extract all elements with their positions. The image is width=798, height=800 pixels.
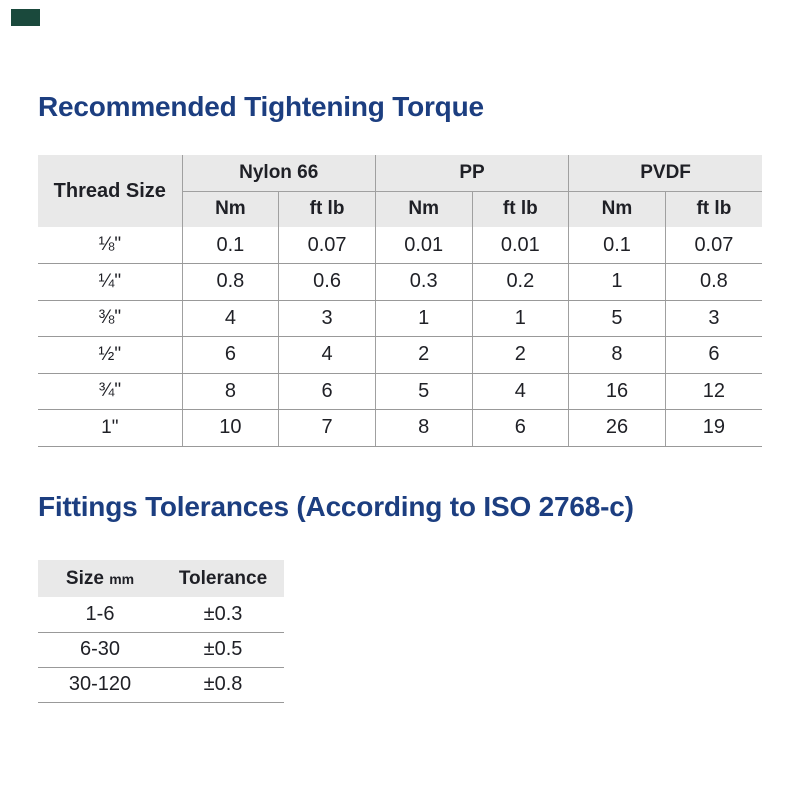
group-header-pvdf: PVDF <box>568 155 762 192</box>
thread-size-cell: ¼" <box>38 263 183 301</box>
tolerance-cell: ±0.3 <box>162 597 284 633</box>
unit-header-pvdf-ftlb: ft lb <box>665 191 762 227</box>
table-cell: 2 <box>472 336 570 374</box>
table-cell: 0.3 <box>375 263 473 301</box>
table-cell: 4 <box>278 336 376 374</box>
table-cell: 12 <box>665 373 762 410</box>
table-row: ¾" 8 6 5 4 16 12 <box>38 373 762 410</box>
table-cell: 0.6 <box>278 263 376 301</box>
table-row: ½" 6 4 2 2 8 6 <box>38 336 762 374</box>
table-cell: 3 <box>665 300 762 337</box>
group-header-pp: PP <box>375 155 570 192</box>
table-row: ¼" 0.8 0.6 0.3 0.2 1 0.8 <box>38 263 762 301</box>
torque-table: Thread Size Nylon 66 PP PVDF Nm ft lb Nm… <box>38 155 762 447</box>
brand-color-swatch <box>11 9 40 26</box>
tolerance-table: Size mm Tolerance 1-6 ±0.3 6-30 ±0.5 30-… <box>38 560 284 703</box>
thread-size-cell: ⅛" <box>38 227 183 264</box>
table-row: 6-30 ±0.5 <box>38 632 284 668</box>
table-cell: 26 <box>568 409 666 447</box>
torque-section-title: Recommended Tightening Torque <box>38 91 484 122</box>
tolerance-cell: ±0.8 <box>162 667 284 703</box>
thread-size-header: Thread Size <box>38 155 183 227</box>
unit-header-pp-ftlb: ft lb <box>472 191 570 227</box>
table-cell: 0.07 <box>665 227 762 264</box>
table-cell: 8 <box>375 409 473 447</box>
table-row: ⅜" 4 3 1 1 5 3 <box>38 300 762 337</box>
size-header-label: Size <box>65 567 104 589</box>
table-cell: 8 <box>568 336 666 374</box>
table-cell: 4 <box>472 373 570 410</box>
size-cell: 1-6 <box>38 597 162 633</box>
table-cell: 8 <box>182 373 280 410</box>
table-cell: 0.8 <box>182 263 280 301</box>
torque-header-units-row: Nm ft lb Nm ft lb Nm ft lb <box>38 191 762 227</box>
torque-header-group-row: Thread Size Nylon 66 PP PVDF <box>38 155 762 227</box>
table-cell: 3 <box>278 300 376 337</box>
size-header-unit: mm <box>109 570 135 587</box>
table-cell: 4 <box>182 300 280 337</box>
thread-size-cell: ½" <box>38 336 183 374</box>
table-cell: 10 <box>182 409 280 447</box>
table-cell: 2 <box>375 336 473 374</box>
table-cell: 0.07 <box>278 227 376 264</box>
table-cell: 19 <box>665 409 762 447</box>
unit-header-nylon-nm: Nm <box>182 191 280 227</box>
table-cell: 6 <box>182 336 280 374</box>
tolerances-section-title: Fittings Tolerances (According to ISO 27… <box>38 491 634 522</box>
table-cell: 0.8 <box>665 263 762 301</box>
table-cell: 0.01 <box>472 227 570 264</box>
size-cell: 6-30 <box>38 632 162 668</box>
unit-header-nylon-ftlb: ft lb <box>278 191 376 227</box>
unit-header-pvdf-nm: Nm <box>568 191 666 227</box>
table-row: ⅛" 0.1 0.07 0.01 0.01 0.1 0.07 <box>38 227 762 264</box>
table-cell: 0.1 <box>568 227 666 264</box>
thread-size-cell: 1" <box>38 409 183 447</box>
table-cell: 5 <box>568 300 666 337</box>
table-cell: 0.1 <box>182 227 280 264</box>
tolerance-header: Tolerance <box>162 560 284 597</box>
thread-size-cell: ¾" <box>38 373 183 410</box>
table-cell: 6 <box>472 409 570 447</box>
table-row: 30-120 ±0.8 <box>38 667 284 703</box>
tolerance-cell: ±0.5 <box>162 632 284 668</box>
table-row: 1-6 ±0.3 <box>38 597 284 633</box>
table-cell: 0.2 <box>472 263 570 301</box>
size-header: Size mm <box>38 560 162 597</box>
table-cell: 1 <box>375 300 473 337</box>
table-cell: 6 <box>665 336 762 374</box>
thread-size-cell: ⅜" <box>38 300 183 337</box>
table-cell: 1 <box>568 263 666 301</box>
table-cell: 1 <box>472 300 570 337</box>
group-header-nylon66: Nylon 66 <box>182 155 376 192</box>
unit-header-pp-nm: Nm <box>375 191 473 227</box>
table-cell: 0.01 <box>375 227 473 264</box>
table-cell: 7 <box>278 409 376 447</box>
size-cell: 30-120 <box>38 667 162 703</box>
table-cell: 5 <box>375 373 473 410</box>
table-row: 1" 10 7 8 6 26 19 <box>38 409 762 447</box>
table-cell: 16 <box>568 373 666 410</box>
tolerance-header-row: Size mm Tolerance <box>38 560 284 597</box>
table-cell: 6 <box>278 373 376 410</box>
